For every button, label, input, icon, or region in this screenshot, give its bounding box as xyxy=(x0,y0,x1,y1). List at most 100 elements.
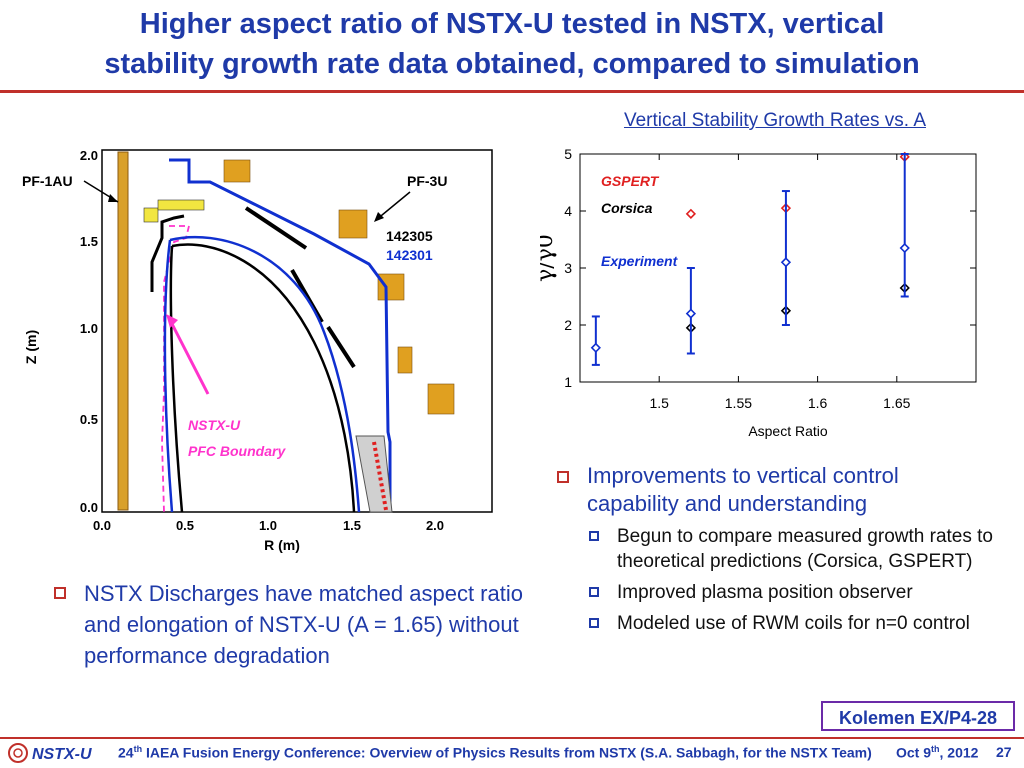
y-tick-label: 5 xyxy=(564,146,572,162)
boundary-142305-inner xyxy=(169,245,184,513)
label-pfc-boundary: PFC Boundary xyxy=(188,443,286,459)
x-tick-label: 2.0 xyxy=(426,518,444,533)
legend-experiment: Experiment xyxy=(601,253,679,269)
growth-rate-chart: γ/γ0 Aspect Ratio 1 2 3 4 5 1.5 1.55 1.6 1.65 GS… xyxy=(540,146,977,439)
data-point xyxy=(685,308,697,319)
pf3u-arrowhead xyxy=(374,212,384,222)
logo-core xyxy=(13,748,23,758)
sub-bullet-marker xyxy=(589,531,599,541)
data-point xyxy=(899,242,910,254)
pfc-arrowhead xyxy=(166,314,178,328)
pfc-pointer xyxy=(168,319,210,395)
footer-date: Oct 9th, 2012 xyxy=(896,744,978,761)
pf1au-arrowhead xyxy=(108,194,118,202)
title-line-1: Higher aspect ratio of NSTX-U tested in … xyxy=(139,8,885,40)
footer-text-post: IAEA Fusion Energy Conference: Overview … xyxy=(142,744,872,761)
chart-marks xyxy=(590,151,910,366)
chart-title: Vertical Stability Growth Rates vs. A xyxy=(623,110,926,131)
equilibrium-plot-frame xyxy=(101,149,493,513)
sub-bullet-text: Begun to compare measured growth rates t… xyxy=(617,526,993,572)
x-tick-label: 1.55 xyxy=(725,395,752,411)
paper-reference-badge: Kolemen EX/P4-28 xyxy=(821,701,1015,731)
title-line-2: stability growth rate data obtained, com… xyxy=(104,48,920,80)
y-tick-label: 3 xyxy=(564,260,572,276)
pf3u-pointer xyxy=(375,191,411,221)
bullet-text-line-1: Improvements to vertical control xyxy=(587,463,899,488)
y-tick-label: 2 xyxy=(564,317,572,333)
coil-block xyxy=(338,209,368,239)
sub-bullet-text: Improved plasma position observer xyxy=(617,582,913,603)
bullet-text: NSTX Discharges have matched aspect rati… xyxy=(84,581,523,668)
plate xyxy=(143,207,159,223)
outer-divertor xyxy=(355,435,393,513)
equilibrium-y-axis-label: Z (m) xyxy=(23,330,39,364)
footer-divider xyxy=(0,737,1024,739)
slide-title: Higher aspect ratio of NSTX-U tested in … xyxy=(0,4,1024,84)
label-shot-142305: 142305 xyxy=(386,228,433,244)
nstxu-logo: NSTX-U xyxy=(8,743,92,763)
chart-legend: GSPERT Corsica Experiment xyxy=(601,173,679,269)
footer-text-pre: 24 xyxy=(118,744,134,761)
plate-line xyxy=(326,325,356,369)
inner-structure xyxy=(150,214,185,292)
legend-gspert: GSPERT xyxy=(601,173,660,189)
sub-bullet-observer: Improved plasma position observer xyxy=(587,580,997,605)
bullet-nstx-discharges: NSTX Discharges have matched aspect rati… xyxy=(54,578,534,671)
plate xyxy=(157,199,205,211)
bullet-improvements: Improvements to vertical control capabil… xyxy=(557,462,997,518)
sub-bullet-compare: Begun to compare measured growth rates t… xyxy=(587,524,997,574)
y-tick-label: 2.0 xyxy=(80,148,98,163)
pf-coils xyxy=(223,159,455,415)
divertor-plates xyxy=(143,199,205,223)
y-tick-label: 1.0 xyxy=(80,321,98,336)
equilibrium-x-ticks: 0.0 0.5 1.0 1.5 2.0 xyxy=(93,518,444,533)
x-tick-label: 1.5 xyxy=(649,395,669,411)
x-tick-label: 1.0 xyxy=(259,518,277,533)
sub-bullet-rwm: Modeled use of RWM coils for n=0 control xyxy=(587,611,997,636)
footer-date-pre: Oct 9 xyxy=(896,744,932,761)
label-shot-142301: 142301 xyxy=(386,247,433,263)
footer-date-post: , 2012 xyxy=(939,744,979,761)
boundary-142305 xyxy=(171,243,356,513)
data-point xyxy=(780,257,792,268)
bullet-marker xyxy=(54,587,66,599)
chart-ticks: 1 2 3 4 5 1.5 1.55 1.6 1.65 xyxy=(564,146,976,411)
y-tick-label: 4 xyxy=(564,203,572,219)
y-tick-label: 1.5 xyxy=(80,234,98,249)
logo-ring xyxy=(8,743,28,763)
x-tick-label: 1.6 xyxy=(808,395,828,411)
label-nstxu: NSTX-U xyxy=(188,417,241,433)
y-tick-label: 0.0 xyxy=(80,500,98,515)
plate-line xyxy=(244,206,308,250)
left-bullets: NSTX Discharges have matched aspect rati… xyxy=(54,578,534,671)
label-pf3u: PF-3U xyxy=(407,173,447,189)
sub-bullet-marker xyxy=(589,618,599,628)
vessel-wall xyxy=(169,158,392,512)
sub-bullet-text: Modeled use of RWM coils for n=0 control xyxy=(617,613,970,634)
title-divider xyxy=(0,90,1024,93)
footer-date-sup: th xyxy=(931,744,940,754)
pfc-boundary-line xyxy=(161,225,191,513)
footer-text-sup: th xyxy=(133,744,143,754)
coil-block xyxy=(223,159,251,183)
coil-block xyxy=(427,383,455,415)
boundary-142301-inner xyxy=(163,239,174,513)
x-tick-label: 1.65 xyxy=(883,395,910,411)
y-tick-label: 0.5 xyxy=(80,412,98,427)
chart-x-axis-label: Aspect Ratio xyxy=(748,423,828,439)
x-tick-label: 0.5 xyxy=(176,518,194,533)
equilibrium-x-axis-label: R (m) xyxy=(264,537,300,553)
y-tick-label: 1 xyxy=(564,374,572,390)
sub-bullet-marker xyxy=(589,587,599,597)
x-tick-label: 1.5 xyxy=(343,518,361,533)
right-bullets: Improvements to vertical control capabil… xyxy=(557,462,997,636)
bullet-text-line-2: capability and understanding xyxy=(587,491,868,516)
equilibrium-y-ticks: 2.0 1.5 1.0 0.5 0.0 xyxy=(80,148,98,515)
legend-corsica: Corsica xyxy=(601,200,653,216)
bullet-marker xyxy=(557,471,569,483)
boundary-142301 xyxy=(169,235,361,513)
footer-conference: 24th IAEA Fusion Energy Conference: Over… xyxy=(118,744,888,761)
x-tick-label: 0.0 xyxy=(93,518,111,533)
label-pf1au: PF-1AU xyxy=(22,173,73,189)
page-number: 27 xyxy=(996,744,1012,760)
